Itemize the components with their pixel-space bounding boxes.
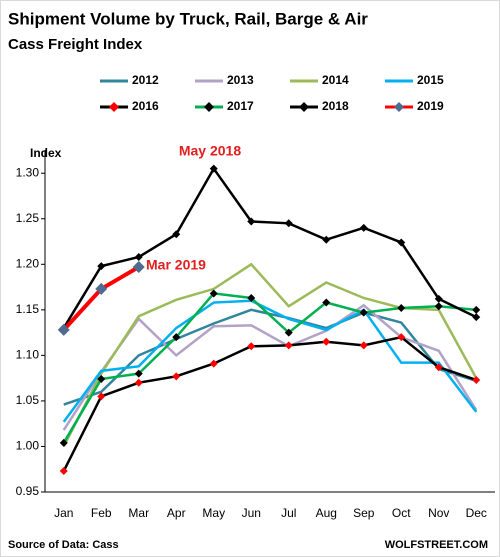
y-axis-label: Index [30,146,62,160]
y-tick-label: 1.10 [16,348,40,362]
point-marker [172,333,181,342]
point-marker [359,223,368,232]
point-marker [247,342,256,351]
point-marker [397,238,406,247]
series-line [62,292,477,444]
x-tick-label: May [202,506,225,520]
point-marker [97,392,106,401]
point-marker [134,369,143,378]
point-marker [134,253,143,262]
point-marker [247,293,256,302]
point-marker [209,289,218,298]
x-tick-label: Apr [167,506,186,520]
x-tick-label: Jan [54,506,73,520]
annotation: Mar 2019 [146,257,206,273]
point-marker [472,375,481,384]
point-marker [322,235,331,244]
y-tick-label: 1.30 [16,165,40,179]
point-marker [397,333,406,342]
point-marker [434,363,443,372]
legend-label: 2019 [417,99,444,113]
point-marker [359,308,368,317]
point-marker [247,217,256,226]
legend-label: 2013 [227,73,254,87]
point-marker [132,261,145,274]
credit: WOLFSTREET.COM [385,539,488,551]
legend-marker [109,102,119,112]
chart-subtitle: Cass Freight Index [8,36,143,53]
legend-marker [299,102,309,112]
legend-label: 2015 [417,73,444,87]
point-marker [397,304,406,313]
x-tick-label: Dec [466,506,487,520]
x-tick-label: Feb [91,506,112,520]
point-marker [284,328,293,337]
series-line [62,335,477,472]
series-line [62,299,478,423]
point-marker [57,323,70,336]
point-marker [134,378,143,387]
point-marker [284,341,293,350]
x-tick-label: Mar [128,506,149,520]
x-tick-label: Oct [392,506,411,520]
point-marker [322,337,331,346]
y-tick-label: 1.20 [16,256,40,270]
point-marker [59,467,68,476]
legend-label: 2012 [132,73,159,87]
x-tick-label: Aug [316,506,337,520]
y-tick-label: 1.05 [16,393,40,407]
legend-marker [394,102,404,112]
legend-label: 2014 [322,73,349,87]
point-marker [472,305,481,314]
point-marker [95,282,108,295]
point-marker [434,294,443,303]
point-marker [209,359,218,368]
x-tick-label: Jun [242,506,261,520]
source: Source of Data: Cass [8,539,119,551]
point-marker [434,302,443,311]
point-marker [59,438,68,447]
point-marker [472,313,481,322]
point-marker [284,219,293,228]
point-marker [97,262,106,271]
series-line [62,166,477,329]
legend-label: 2016 [132,99,159,113]
x-tick-label: Jul [281,506,296,520]
legend-marker [204,102,214,112]
point-marker [209,164,218,173]
y-tick-label: 1.25 [16,211,40,225]
x-tick-label: Sep [353,506,375,520]
point-marker [97,375,106,384]
y-tick-label: 0.95 [16,484,40,498]
point-marker [359,341,368,350]
y-tick-label: 1.00 [16,439,40,453]
legend-label: 2018 [322,99,349,113]
annotation: May 2018 [179,143,241,159]
y-tick-label: 1.15 [16,302,40,316]
point-marker [322,298,331,307]
point-marker [172,372,181,381]
x-tick-label: Nov [428,506,449,520]
chart-title: Shipment Volume by Truck, Rail, Barge & … [8,9,368,28]
legend-label: 2017 [227,99,254,113]
point-marker [172,230,181,239]
